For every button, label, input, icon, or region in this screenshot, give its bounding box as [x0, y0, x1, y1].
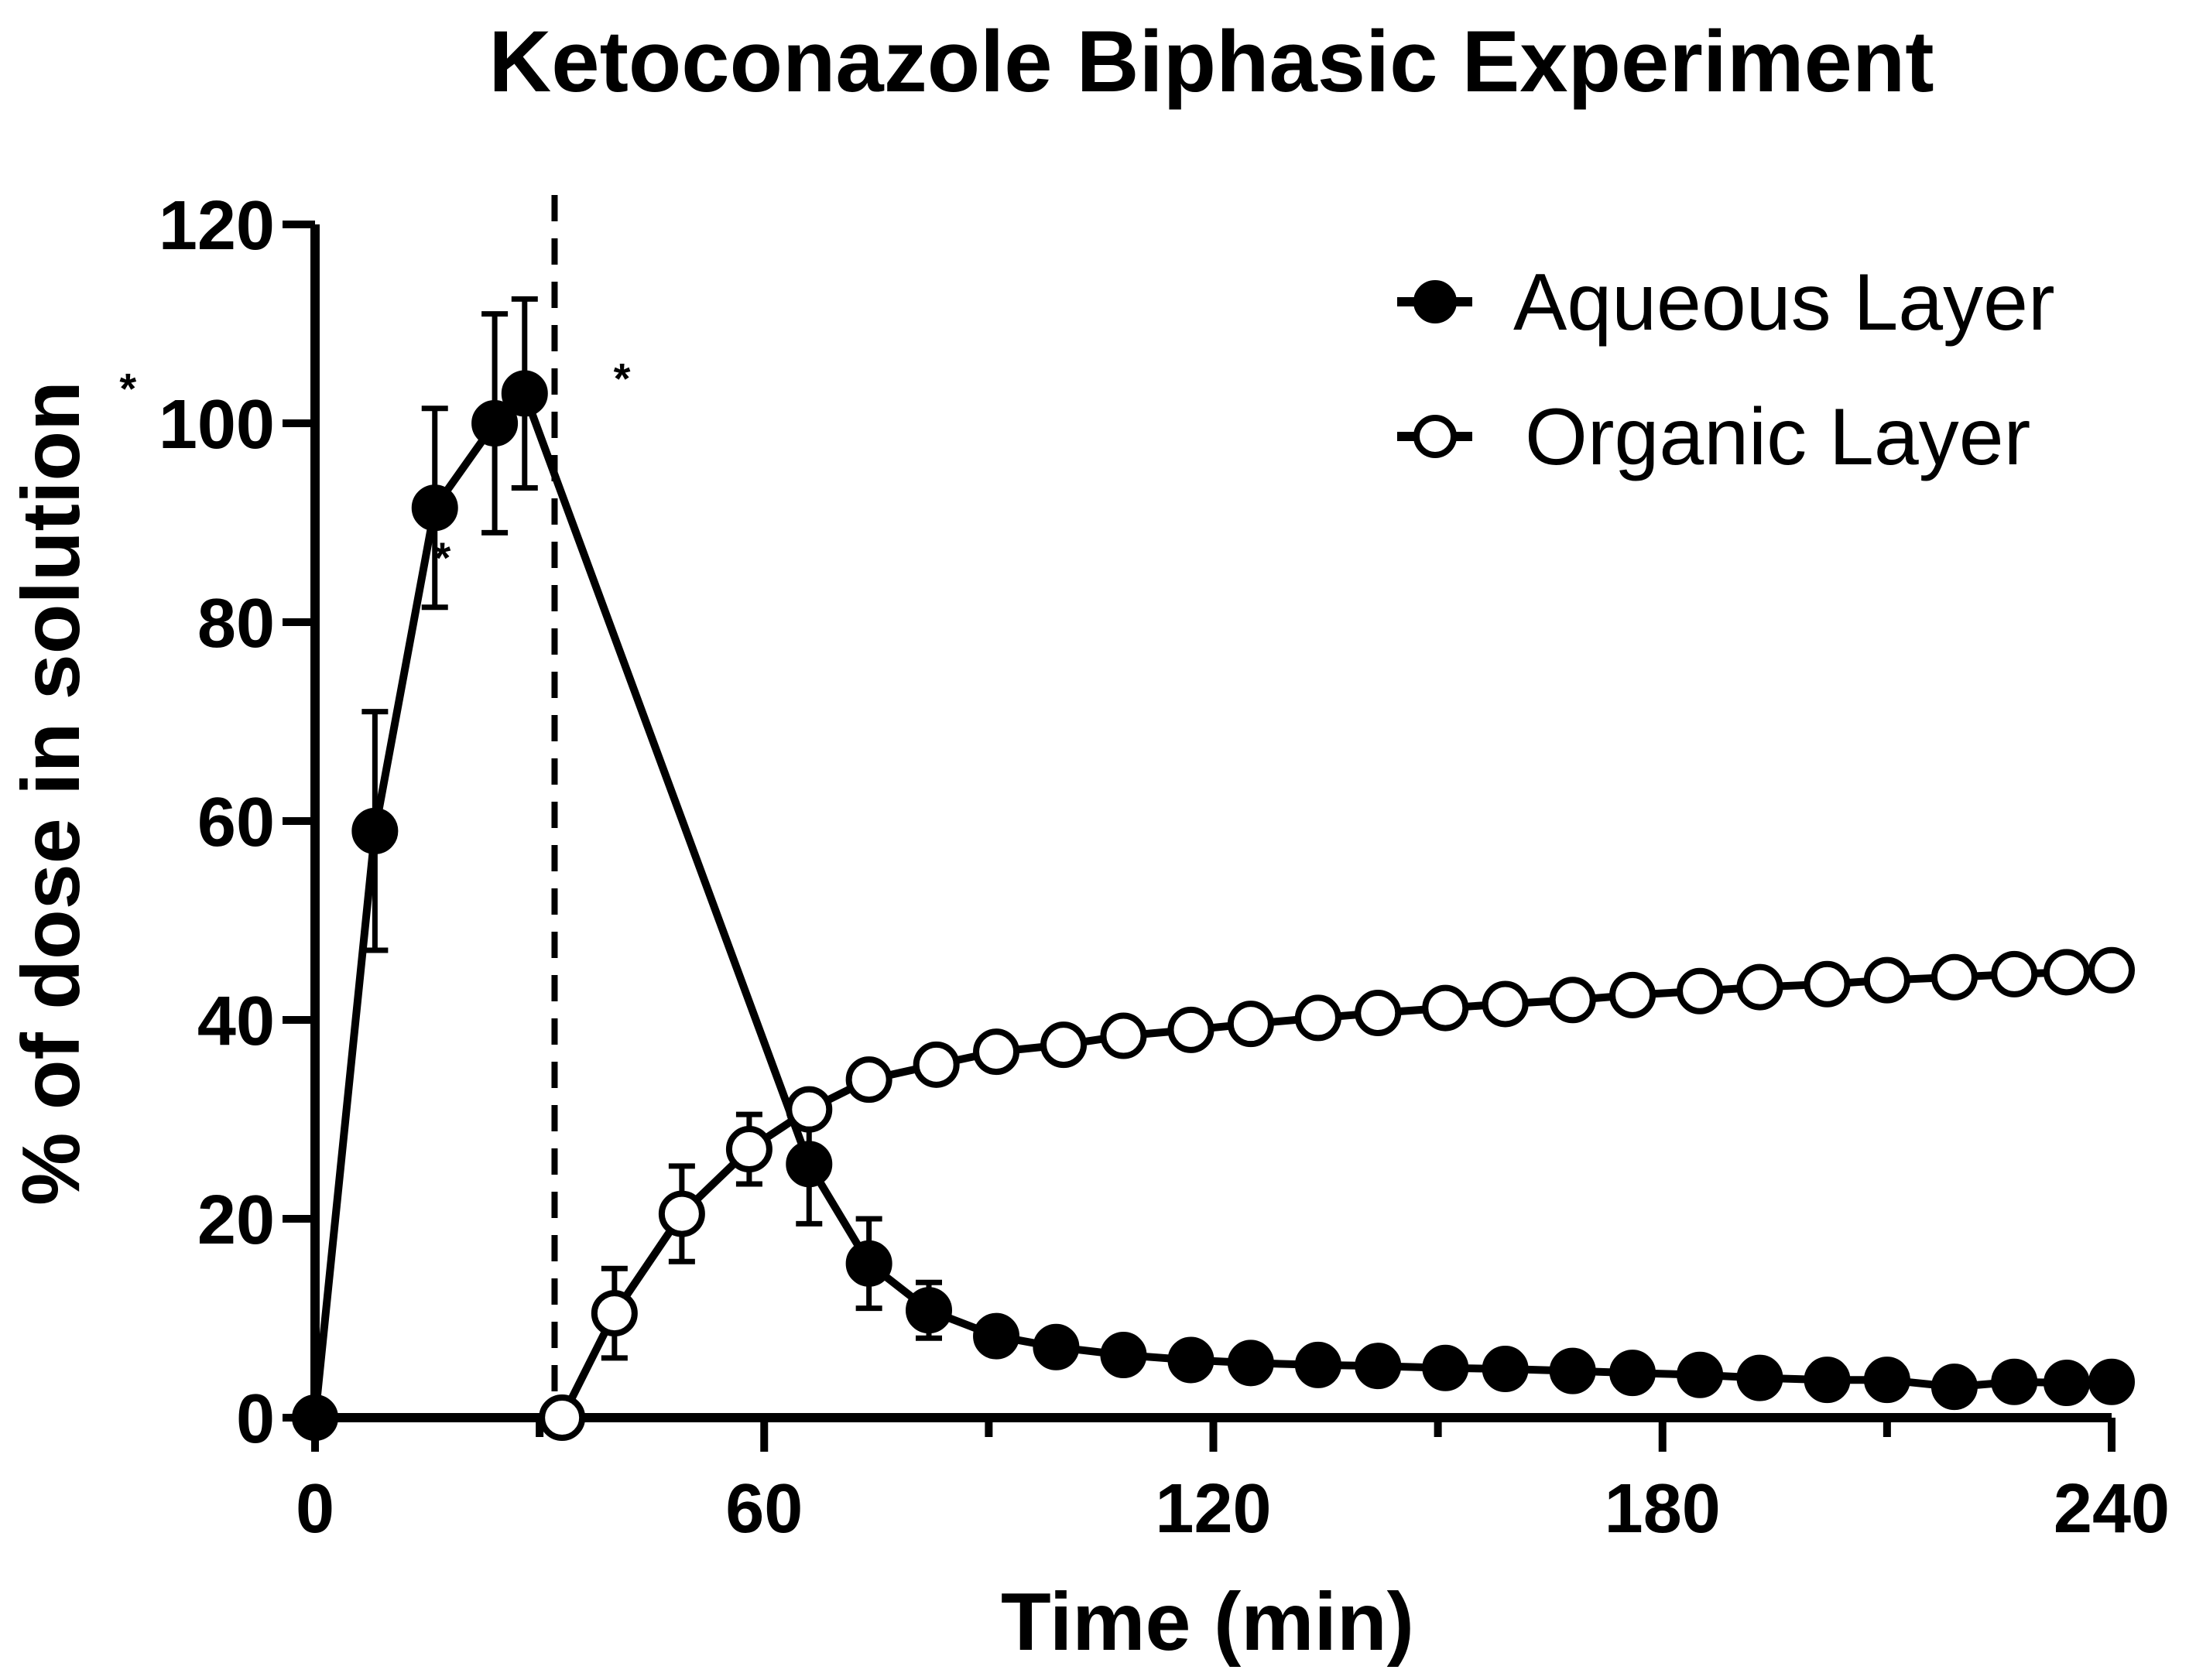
data-point	[845, 1056, 892, 1103]
data-point	[906, 1287, 953, 1334]
data-point	[1677, 1351, 1724, 1398]
legend-organic-marker	[1413, 415, 1457, 458]
data-point	[501, 370, 548, 417]
x-tick-label: 240	[2054, 1470, 2170, 1548]
series-1-line	[558, 966, 2115, 1422]
data-point	[1033, 1323, 1080, 1370]
data-point	[1677, 967, 1724, 1015]
legend-organic-label: Organic Layer	[1525, 392, 2030, 482]
data-point	[1100, 1332, 1147, 1379]
data-point	[1482, 1346, 1529, 1393]
data-point	[2088, 1358, 2135, 1405]
data-point	[658, 1190, 705, 1237]
series-0-group	[292, 296, 2135, 1441]
x-tick-label: 120	[1155, 1470, 1271, 1548]
data-point	[786, 1086, 833, 1133]
data-point	[1100, 1012, 1147, 1059]
legend-aqueous-marker	[1413, 280, 1457, 323]
data-point	[411, 484, 458, 532]
data-point	[1422, 1344, 1469, 1391]
data-point	[351, 807, 399, 854]
data-point	[471, 400, 519, 447]
data-point	[1294, 1341, 1341, 1388]
data-point	[913, 1041, 960, 1088]
data-point	[973, 1312, 1020, 1360]
data-point	[1355, 1343, 1402, 1390]
y-tick-label: 100	[159, 386, 275, 464]
data-point	[1040, 1021, 1088, 1069]
x-tick-label: 60	[725, 1470, 803, 1548]
data-point	[1609, 971, 1656, 1018]
data-point	[1609, 1350, 1656, 1397]
data-point	[1863, 956, 1910, 1004]
data-point	[786, 1141, 833, 1188]
data-point	[1167, 1336, 1214, 1384]
series-0-line	[311, 389, 2115, 1422]
y-tick-label: 60	[197, 784, 275, 861]
data-point	[1863, 1357, 1910, 1404]
chart-title: Ketoconazole Biphasic Experiment	[488, 13, 1934, 110]
legend-aqueous-label: Aqueous Layer	[1513, 258, 2055, 347]
y-tick-label: 40	[197, 983, 275, 1060]
data-point	[2043, 1360, 2090, 1407]
data-point	[2088, 946, 2135, 994]
data-point	[1422, 984, 1469, 1032]
x-tick-label: 0	[296, 1470, 334, 1548]
plot-layer: 0 20 40 60 80 100 120 0 60 120 180 240 * * *	[119, 187, 2170, 1548]
data-point	[845, 1240, 892, 1287]
annotation-asterisk: *	[614, 354, 631, 402]
x-tick-label: 180	[1605, 1470, 1721, 1548]
legend: Aqueous Layer Organic Layer	[1397, 258, 2055, 482]
data-point	[1804, 1357, 1851, 1404]
y-axis-label: % of dose in solution	[5, 381, 97, 1206]
data-point	[1167, 1006, 1214, 1053]
x-axis-label: Time (min)	[1001, 1576, 1414, 1668]
y-tick-label: 20	[197, 1182, 275, 1259]
data-point	[1227, 1001, 1274, 1048]
data-point	[973, 1028, 1020, 1076]
data-point	[1991, 1358, 2038, 1405]
data-point	[1294, 994, 1341, 1042]
data-point	[1991, 950, 2038, 997]
data-point	[1482, 980, 1529, 1028]
annotation-asterisk: *	[119, 364, 136, 412]
data-point	[1930, 1364, 1978, 1411]
data-point	[1930, 953, 1978, 1001]
data-point	[591, 1290, 638, 1337]
data-point	[1549, 977, 1596, 1024]
annotation-asterisk: *	[434, 533, 451, 582]
y-tick-label: 80	[197, 585, 275, 662]
data-point	[539, 1394, 586, 1441]
y-tick-label: 0	[236, 1381, 275, 1458]
data-point	[725, 1126, 773, 1173]
data-point	[1355, 990, 1402, 1037]
data-point	[1549, 1347, 1596, 1394]
data-point	[1227, 1340, 1274, 1387]
data-point	[292, 1394, 338, 1441]
data-point	[1736, 963, 1783, 1011]
series-1-group	[539, 946, 2135, 1441]
data-point	[1804, 960, 1851, 1008]
data-point	[2043, 949, 2090, 996]
data-point	[1736, 1354, 1783, 1401]
y-tick-label: 120	[159, 187, 275, 265]
